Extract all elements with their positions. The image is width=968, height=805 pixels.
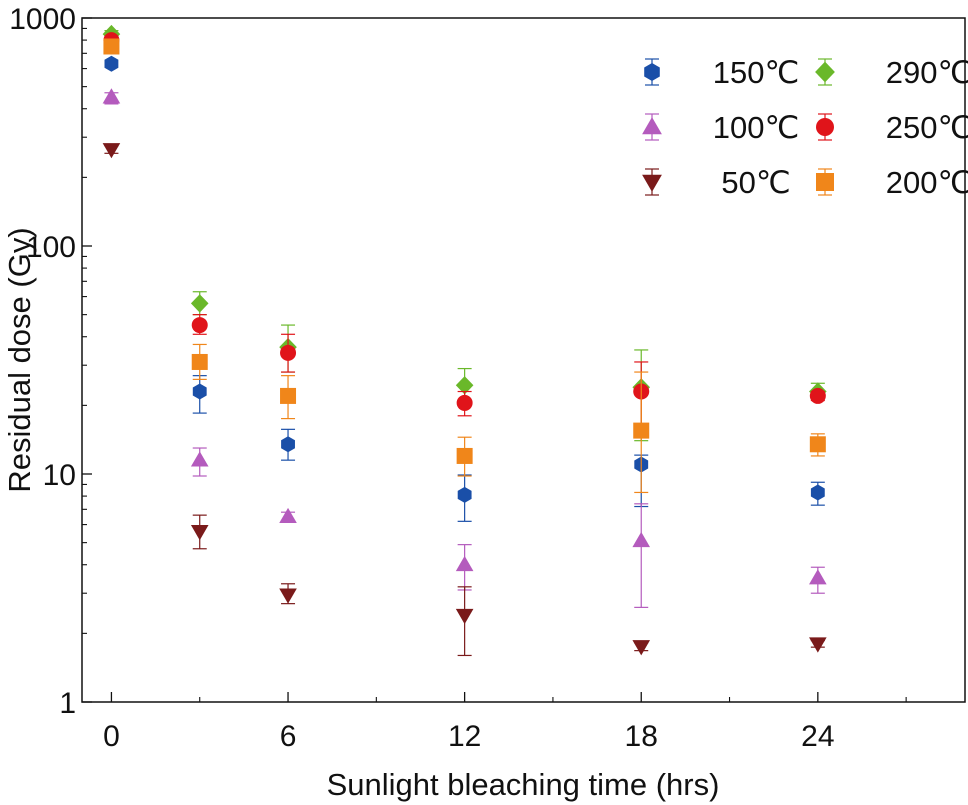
legend-label: 150℃ xyxy=(713,55,800,90)
data-point xyxy=(456,394,473,411)
series-group xyxy=(103,38,826,494)
data-point xyxy=(632,640,651,656)
data-point xyxy=(809,436,826,453)
data-point xyxy=(190,294,209,313)
data-point xyxy=(456,447,473,464)
series-group xyxy=(102,143,827,657)
data-point xyxy=(633,422,650,439)
data-point xyxy=(455,555,474,572)
data-point xyxy=(103,38,120,55)
y-tick-label: 10 xyxy=(43,459,76,492)
data-point xyxy=(190,451,209,467)
legend-label: 290℃ xyxy=(886,55,968,90)
series-layer xyxy=(102,24,827,657)
data-point xyxy=(280,387,297,404)
legend-marker xyxy=(816,173,834,191)
legend-marker xyxy=(815,61,835,83)
data-point xyxy=(192,383,207,400)
legend-marker xyxy=(642,174,662,192)
plot-frame xyxy=(81,17,966,703)
legend-marker xyxy=(816,118,834,136)
data-point xyxy=(809,387,826,404)
data-point xyxy=(191,353,208,370)
y-tick-label: 100 xyxy=(26,231,76,264)
x-tick-label: 0 xyxy=(103,720,120,753)
data-point xyxy=(190,525,209,541)
data-point xyxy=(102,143,121,159)
x-tick-label: 24 xyxy=(801,720,834,753)
data-point xyxy=(279,588,297,604)
legend-label: 50℃ xyxy=(721,165,790,200)
y-axis-title: Residual dose (Gy) xyxy=(2,227,37,492)
x-tick-label: 12 xyxy=(448,720,481,753)
legend-marker xyxy=(642,117,662,135)
data-point xyxy=(455,608,474,625)
axes: 0 6 12 18 24 1 10 100 1000 xyxy=(9,3,907,753)
data-point xyxy=(455,376,474,395)
data-point xyxy=(191,317,208,334)
series-group xyxy=(102,88,827,608)
y-tick-label: 1 xyxy=(59,687,76,720)
legend: 150℃ 100℃ 50℃ 290℃ 250℃ 200℃ xyxy=(642,55,968,200)
data-point xyxy=(104,55,119,72)
data-point xyxy=(280,344,297,361)
x-axis-title: Sunlight bleaching time (hrs) xyxy=(327,767,720,802)
legend-label: 100℃ xyxy=(713,110,800,145)
data-point xyxy=(632,531,651,548)
data-point xyxy=(809,637,827,653)
legend-label: 200℃ xyxy=(886,165,968,200)
data-point xyxy=(810,484,825,501)
x-tick-label: 18 xyxy=(625,720,658,753)
data-point xyxy=(809,569,827,585)
legend-label: 250℃ xyxy=(886,110,968,145)
legend-marker xyxy=(644,63,660,81)
x-tick-label: 6 xyxy=(280,720,297,753)
data-point xyxy=(102,88,121,104)
data-point xyxy=(281,436,295,453)
y-tick-label: 1000 xyxy=(9,3,76,36)
data-point xyxy=(279,507,297,524)
data-point xyxy=(457,486,472,503)
